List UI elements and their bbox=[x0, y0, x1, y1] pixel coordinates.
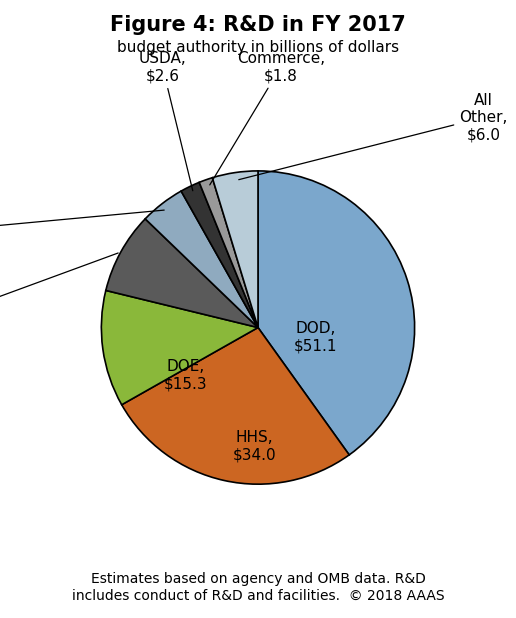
Wedge shape bbox=[199, 178, 258, 328]
Wedge shape bbox=[122, 328, 349, 484]
Text: DOD,
$51.1: DOD, $51.1 bbox=[294, 321, 337, 353]
Wedge shape bbox=[181, 182, 258, 328]
Wedge shape bbox=[212, 171, 258, 328]
Text: NASA,
$10.7: NASA, $10.7 bbox=[0, 253, 118, 324]
Text: USDA,
$2.6: USDA, $2.6 bbox=[139, 51, 193, 191]
Wedge shape bbox=[145, 191, 258, 328]
Text: DOE,
$15.3: DOE, $15.3 bbox=[164, 359, 207, 391]
Wedge shape bbox=[106, 219, 258, 328]
Wedge shape bbox=[101, 290, 258, 405]
Text: Estimates based on agency and OMB data. R&D
includes conduct of R&D and faciliti: Estimates based on agency and OMB data. … bbox=[72, 572, 444, 603]
Text: HHS,
$34.0: HHS, $34.0 bbox=[232, 430, 276, 462]
Text: NSF,
$5.9: NSF, $5.9 bbox=[0, 210, 164, 244]
Text: Figure 4: R&D in FY 2017: Figure 4: R&D in FY 2017 bbox=[110, 15, 406, 35]
Wedge shape bbox=[258, 171, 415, 455]
Text: budget authority in billions of dollars: budget authority in billions of dollars bbox=[117, 40, 399, 55]
Text: All
Other,
$6.0: All Other, $6.0 bbox=[239, 93, 508, 180]
Text: Commerce,
$1.8: Commerce, $1.8 bbox=[210, 51, 325, 185]
